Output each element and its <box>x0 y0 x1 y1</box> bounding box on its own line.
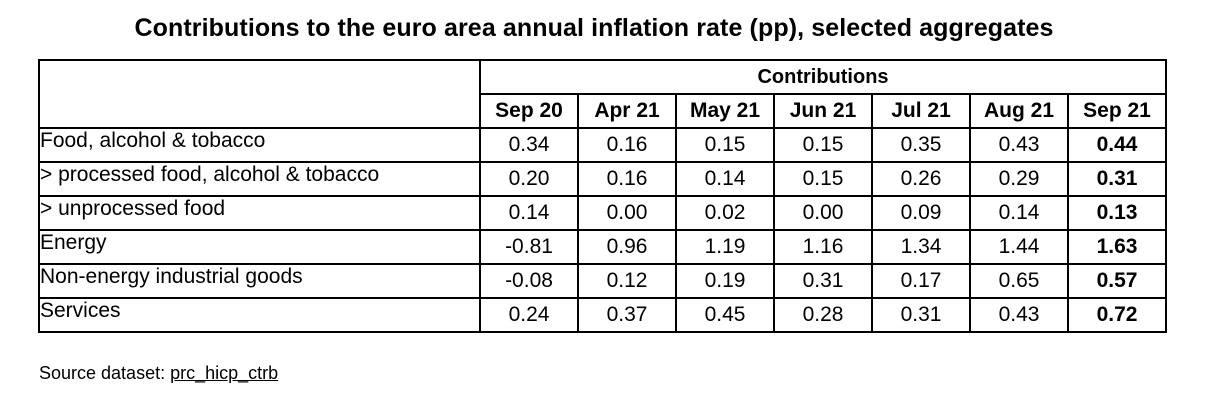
value-cell: 0.45 <box>675 297 775 333</box>
value-cell: 0.31 <box>871 297 971 333</box>
value-cell: 0.16 <box>577 127 677 163</box>
value-cell: 1.63 <box>1067 229 1167 265</box>
header-row-group: Contributions <box>38 59 1167 129</box>
value-cell: 1.44 <box>969 229 1069 265</box>
contributions-table: Contributions Sep 20 Apr 21 May 21 Jun 21 Ju… <box>38 59 1167 333</box>
table-row: Energy -0.81 0.96 1.19 1.16 1.34 1.44 1.63 <box>38 229 1167 265</box>
value-cell: 0.00 <box>577 195 677 231</box>
value-cell: 1.16 <box>773 229 873 265</box>
value-cell: -0.81 <box>479 229 579 265</box>
value-cell: 0.57 <box>1067 263 1167 299</box>
column-header-4: Jul 21 <box>871 93 971 129</box>
table-title: Contributions to the euro area annual in… <box>134 14 1054 42</box>
value-cell: 0.00 <box>773 195 873 231</box>
value-cell: 0.15 <box>773 127 873 163</box>
value-cell: 0.16 <box>577 161 677 197</box>
row-label: Energy <box>38 229 481 265</box>
value-cell: 0.43 <box>969 127 1069 163</box>
row-label: > unprocessed food <box>38 195 481 231</box>
column-header-6: Sep 21 <box>1067 93 1167 129</box>
row-label: Services <box>38 297 481 333</box>
value-cell: 0.20 <box>479 161 579 197</box>
column-header-0: Sep 20 <box>479 93 579 129</box>
value-cell: -0.08 <box>479 263 579 299</box>
value-cell: 0.37 <box>577 297 677 333</box>
row-label: Food, alcohol & tobacco <box>38 127 481 163</box>
value-cell: 0.19 <box>675 263 775 299</box>
value-cell: 0.35 <box>871 127 971 163</box>
header-corner-cell <box>38 59 481 129</box>
value-cell: 0.34 <box>479 127 579 163</box>
value-cell: 0.31 <box>773 263 873 299</box>
value-cell: 0.14 <box>969 195 1069 231</box>
value-cell: 0.13 <box>1067 195 1167 231</box>
value-cell: 1.19 <box>675 229 775 265</box>
value-cell: 0.09 <box>871 195 971 231</box>
value-cell: 0.31 <box>1067 161 1167 197</box>
row-label: Non-energy industrial goods <box>38 263 481 299</box>
value-cell: 0.29 <box>969 161 1069 197</box>
source-dataset-link[interactable]: prc_hicp_ctrb <box>170 363 279 383</box>
value-cell: 0.02 <box>675 195 775 231</box>
value-cell: 0.26 <box>871 161 971 197</box>
header-row-periods: Sep 20 Apr 21 May 21 Jun 21 Jul 21 Aug 21 Sep … <box>39 93 1167 129</box>
value-cell: 1.34 <box>871 229 971 265</box>
row-label: > processed food, alcohol & tobacco <box>38 161 481 197</box>
value-cell: 0.72 <box>1067 297 1167 333</box>
table-row: Food, alcohol & tobacco 0.34 0.16 0.15 0.15 0… <box>38 127 1167 163</box>
value-cell: 0.14 <box>675 161 775 197</box>
value-cell: 0.24 <box>479 297 579 333</box>
table-row: > processed food, alcohol & tobacco 0.20 0… <box>38 161 1167 197</box>
source-prefix: Source dataset: <box>39 363 171 383</box>
column-header-3: Jun 21 <box>773 93 873 129</box>
column-header-5: Aug 21 <box>969 93 1069 129</box>
value-cell: 0.12 <box>577 263 677 299</box>
source-note: Source dataset: prc_hicp_ctrb <box>39 363 278 384</box>
value-cell: 0.28 <box>773 297 873 333</box>
value-cell: 0.44 <box>1067 127 1167 163</box>
column-header-2: May 21 <box>675 93 775 129</box>
table-row: > unprocessed food 0.14 0.00 0.02 0.00 0.09 0.… <box>38 195 1167 231</box>
value-cell: 0.14 <box>479 195 579 231</box>
value-cell: 0.65 <box>969 263 1069 299</box>
value-cell: 0.96 <box>577 229 677 265</box>
table-row: Services 0.24 0.37 0.45 0.28 0.31 0.43 0.72 <box>38 297 1167 333</box>
contributions-group-header: Contributions <box>479 59 1167 95</box>
value-cell: 0.15 <box>773 161 873 197</box>
column-header-1: Apr 21 <box>577 93 677 129</box>
value-cell: 0.43 <box>969 297 1069 333</box>
value-cell: 0.17 <box>871 263 971 299</box>
value-cell: 0.15 <box>675 127 775 163</box>
table-row: Non-energy industrial goods -0.08 0.12 0.19… <box>38 263 1167 299</box>
